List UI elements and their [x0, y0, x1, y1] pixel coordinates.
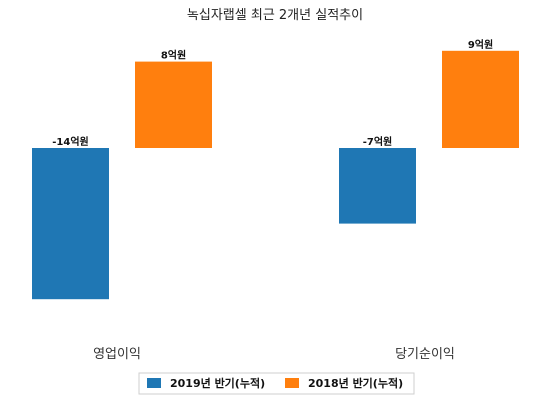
legend: 2019년 반기(누적) 2018년 반기(누적): [138, 372, 415, 395]
value-labels-group: -14억원 -7억원 8억원 9억원: [52, 38, 493, 148]
legend-box: [138, 372, 415, 395]
value-label-series0-cat0: -14억원: [52, 135, 88, 148]
bar-series0-cat1: [339, 148, 416, 224]
bar-series0-cat0: [32, 148, 109, 300]
category-label-1: 당기순이익: [395, 347, 455, 362]
bar-series1-cat1: [442, 50, 519, 148]
value-label-series0-cat1: -7억원: [363, 135, 393, 148]
legend-swatch-2019: [147, 378, 161, 388]
chart-title: 녹십자랩셀 최근 2개년 실적추이: [187, 8, 363, 23]
bar-series1-cat0: [135, 61, 212, 148]
value-label-series1-cat0: 8억원: [161, 49, 186, 62]
legend-label-2018: 2018년 반기(누적): [308, 376, 403, 390]
legend-label-2019: 2019년 반기(누적): [170, 376, 265, 390]
value-label-series1-cat1: 9억원: [468, 38, 493, 51]
bars-group: [32, 50, 519, 300]
legend-swatch-2018: [285, 378, 299, 388]
category-labels-group: 영업이익 당기순이익: [93, 347, 455, 362]
category-label-0: 영업이익: [93, 347, 141, 362]
